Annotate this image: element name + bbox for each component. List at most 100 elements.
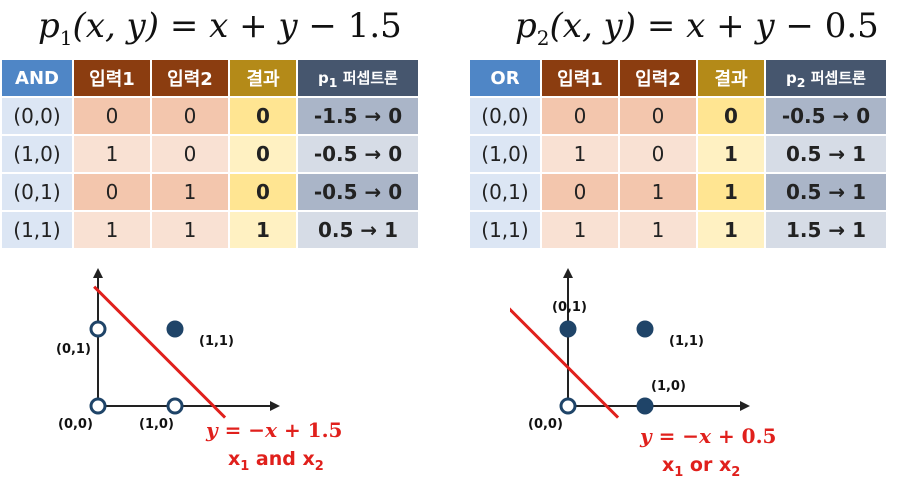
header-gate: OR [470, 60, 540, 96]
cell-pair: (0,1) [2, 174, 72, 210]
table-header-row: AND 입력1 입력2 결과 p1 퍼셉트론 [2, 60, 418, 96]
point-label: (0,0) [528, 417, 563, 432]
cell-pair: (1,1) [470, 212, 540, 248]
cell-input2: 1 [152, 212, 228, 248]
header-result: 결과 [698, 60, 764, 96]
cell-pair: (1,0) [470, 136, 540, 172]
header-gate: AND [2, 60, 72, 96]
table-row: (1,0) 1 0 1 0.5 → 1 [470, 136, 886, 172]
decision-line [510, 307, 620, 419]
point-label: (0,1) [56, 342, 91, 357]
cell-input1: 0 [74, 174, 150, 210]
open-point [166, 397, 184, 415]
table-row: (0,1) 0 1 0 -0.5 → 0 [2, 174, 418, 210]
or-line-equation: y = −x + 0.5 [640, 424, 777, 448]
header-input1: 입력1 [74, 60, 150, 96]
point-label: (1,0) [651, 379, 686, 394]
cell-result: 0 [230, 98, 296, 134]
header-input2: 입력2 [152, 60, 228, 96]
cell-perceptron: 0.5 → 1 [298, 212, 418, 248]
cell-input1: 0 [542, 98, 618, 134]
point-label: (0,1) [552, 300, 587, 315]
cell-perceptron: 1.5 → 1 [766, 212, 886, 248]
cell-input2: 0 [620, 98, 696, 134]
decision-line [93, 285, 227, 419]
filled-point [636, 397, 654, 415]
cell-perceptron: 0.5 → 1 [766, 136, 886, 172]
formula-p: p [38, 6, 60, 46]
cell-pair: (1,0) [2, 136, 72, 172]
cell-result: 1 [698, 212, 764, 248]
point-label: (1,0) [139, 417, 174, 432]
cell-pair: (1,1) [2, 212, 72, 248]
filled-point [166, 320, 184, 338]
cell-pair: (0,0) [470, 98, 540, 134]
table-row: (1,0) 1 0 0 -0.5 → 0 [2, 136, 418, 172]
cell-perceptron: -1.5 → 0 [298, 98, 418, 134]
cell-pair: (0,1) [470, 174, 540, 210]
header-perceptron: p2 퍼셉트론 [766, 60, 886, 96]
and-perceptron-formula: p1(x, y) = x + y − 1.5 [38, 6, 402, 50]
cell-input2: 0 [620, 136, 696, 172]
cell-perceptron: -0.5 → 0 [298, 136, 418, 172]
cell-input1: 1 [74, 136, 150, 172]
cell-input2: 1 [620, 174, 696, 210]
cell-result: 1 [698, 174, 764, 210]
header-input2: 입력2 [620, 60, 696, 96]
or-caption: x1 or x2 [662, 454, 741, 480]
formula-constant: 0.5 [824, 6, 879, 46]
formula-p: p [515, 6, 537, 46]
cell-input1: 1 [74, 212, 150, 248]
header-perceptron: p1 퍼셉트론 [298, 60, 418, 96]
cell-input1: 1 [542, 136, 618, 172]
cell-perceptron: -0.5 → 0 [298, 174, 418, 210]
formula-args: (x, y) = x + y − [72, 6, 348, 46]
formula-constant: 1.5 [347, 6, 402, 46]
cell-perceptron: -0.5 → 0 [766, 98, 886, 134]
y-axis-arrow [563, 268, 573, 278]
cell-input1: 1 [542, 212, 618, 248]
cell-result: 0 [230, 136, 296, 172]
x-axis-arrow [740, 401, 750, 411]
or-decision-plot: (0,0) (1,0) (0,1) (1,1) [510, 268, 750, 432]
cell-input1: 0 [542, 174, 618, 210]
filled-point [636, 320, 654, 338]
point-label: (1,1) [669, 334, 704, 349]
cell-input1: 0 [74, 98, 150, 134]
table-header-row: OR 입력1 입력2 결과 p2 퍼셉트론 [470, 60, 886, 96]
point-label: (1,1) [199, 334, 234, 349]
cell-result: 0 [698, 98, 764, 134]
and-decision-plot: (0,0) (1,0) (0,1) (1,1) [56, 268, 280, 432]
x-axis-arrow [270, 401, 280, 411]
cell-pair: (0,0) [2, 98, 72, 134]
cell-input2: 1 [620, 212, 696, 248]
and-caption: x1 and x2 [228, 448, 324, 474]
table-row: (0,1) 0 1 1 0.5 → 1 [470, 174, 886, 210]
y-axis-arrow [93, 268, 103, 278]
formula-sub: 1 [59, 25, 73, 50]
cell-result: 1 [698, 136, 764, 172]
open-point [89, 320, 107, 338]
cell-result: 1 [230, 212, 296, 248]
header-input1: 입력1 [542, 60, 618, 96]
cell-input2: 0 [152, 136, 228, 172]
header-result: 결과 [230, 60, 296, 96]
table-row: (0,0) 0 0 0 -0.5 → 0 [470, 98, 886, 134]
point-label: (0,0) [58, 417, 93, 432]
open-point [89, 397, 107, 415]
or-truth-table: OR 입력1 입력2 결과 p2 퍼셉트론 (0,0) 0 0 0 -0.5 →… [468, 58, 888, 250]
and-truth-table: AND 입력1 입력2 결과 p1 퍼셉트론 (0,0) 0 0 0 -1.5 … [0, 58, 420, 250]
formula-args: (x, y) = x + y − [549, 6, 825, 46]
filled-point [559, 320, 577, 338]
table-row: (0,0) 0 0 0 -1.5 → 0 [2, 98, 418, 134]
cell-result: 0 [230, 174, 296, 210]
and-line-equation: y = −x + 1.5 [206, 418, 343, 442]
or-perceptron-formula: p2(x, y) = x + y − 0.5 [515, 6, 879, 50]
table-row: (1,1) 1 1 1 0.5 → 1 [2, 212, 418, 248]
open-point [559, 397, 577, 415]
table-row: (1,1) 1 1 1 1.5 → 1 [470, 212, 886, 248]
formula-sub: 2 [536, 25, 550, 50]
cell-input2: 1 [152, 174, 228, 210]
cell-input2: 0 [152, 98, 228, 134]
cell-perceptron: 0.5 → 1 [766, 174, 886, 210]
